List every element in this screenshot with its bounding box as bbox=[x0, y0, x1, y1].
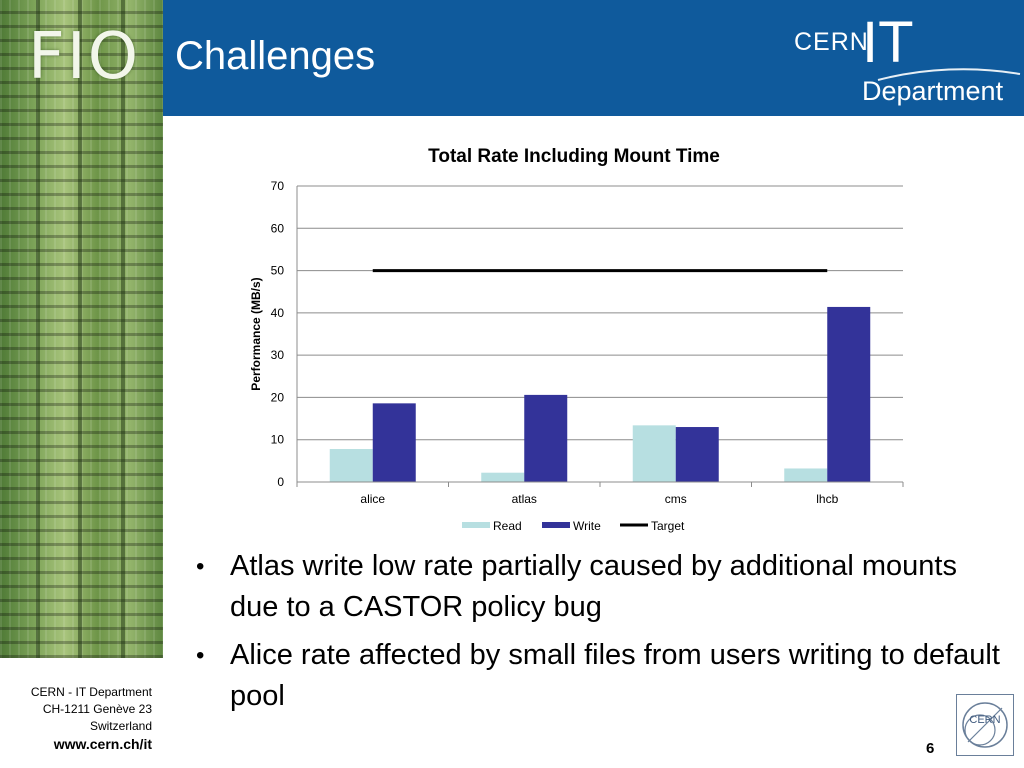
y-tick-label: 10 bbox=[271, 433, 285, 447]
logo-department-text: Department bbox=[862, 76, 1004, 106]
chart-legend: Read Write Target bbox=[462, 519, 685, 533]
server-rack-decoration: FIO bbox=[0, 0, 163, 658]
bar-write-lhcb bbox=[827, 306, 871, 482]
bullet-marker: • bbox=[196, 553, 205, 580]
fio-logo: FIO bbox=[28, 20, 141, 94]
x-tick-label: lhcb bbox=[816, 492, 838, 506]
x-tick-label: atlas bbox=[512, 492, 537, 506]
legend-swatch-write bbox=[542, 522, 570, 528]
bullet-item: • Alice rate affected by small files fro… bbox=[190, 635, 1000, 717]
legend-swatch-read bbox=[462, 522, 490, 528]
bar-read-cms bbox=[632, 425, 676, 482]
page-number: 6 bbox=[926, 740, 935, 757]
y-axis-title: Performance (MB/s) bbox=[249, 277, 263, 390]
bullet-text: Atlas write low rate partially caused by… bbox=[230, 550, 957, 623]
bullet-item: • Atlas write low rate partially caused … bbox=[190, 546, 1000, 628]
address-line: Switzerland bbox=[89, 719, 152, 733]
logo-swoosh-icon bbox=[877, 68, 1021, 81]
footer-url-link[interactable]: www.cern.ch/it bbox=[53, 736, 152, 752]
legend-label: Write bbox=[573, 519, 601, 533]
cern-logo-icon: CERN bbox=[956, 694, 1014, 756]
y-tick-label: 30 bbox=[271, 348, 285, 362]
logo-cern-text: CERN bbox=[794, 28, 869, 56]
bar-write-alice bbox=[372, 403, 416, 482]
slide-title: Challenges bbox=[175, 34, 376, 78]
rack-seam bbox=[36, 0, 40, 658]
x-tick-label: alice bbox=[360, 492, 385, 506]
address-line: CH-1211 Genève 23 bbox=[42, 702, 152, 716]
bars bbox=[329, 269, 871, 482]
bar-read-alice bbox=[329, 449, 373, 482]
legend-label: Target bbox=[651, 519, 685, 533]
logo-it-text: IT bbox=[862, 10, 914, 75]
bar-read-atlas bbox=[481, 472, 525, 482]
bar-write-atlas bbox=[524, 394, 568, 482]
x-tick-label: cms bbox=[665, 492, 687, 506]
footer-address: CERN - IT Department CH-1211 Genève 23 S… bbox=[0, 684, 152, 735]
chart-title: Total Rate Including Mount Time bbox=[428, 146, 720, 167]
y-tick-label: 70 bbox=[271, 179, 285, 193]
bar-write-cms bbox=[675, 427, 719, 482]
y-tick-label: 50 bbox=[271, 264, 285, 278]
legend-label: Read bbox=[493, 519, 522, 533]
rate-bar-chart: Total Rate Including Mount Time Performa… bbox=[249, 146, 904, 533]
cern-logo-text: CERN bbox=[969, 714, 1000, 726]
y-tick-label: 40 bbox=[271, 306, 285, 320]
rack-seam bbox=[121, 0, 125, 658]
bar-read-lhcb bbox=[784, 468, 828, 482]
rack-seam bbox=[78, 0, 82, 658]
y-tick-label: 0 bbox=[277, 475, 284, 489]
y-tick-label: 60 bbox=[271, 221, 285, 235]
bullet-text: Alice rate affected by small files from … bbox=[230, 639, 1000, 712]
cern-it-department-logo: CERN IT Department bbox=[774, 0, 1024, 116]
y-tick-label: 20 bbox=[271, 390, 285, 404]
address-line: CERN - IT Department bbox=[30, 685, 152, 699]
axes: 0 10 20 30 40 50 60 70 alice atlas cms lhcb bbox=[271, 179, 904, 506]
header-band: Challenges CERN IT Department bbox=[163, 0, 1024, 116]
bullet-list: • Atlas write low rate partially caused … bbox=[190, 546, 1000, 724]
bullet-marker: • bbox=[196, 642, 205, 669]
